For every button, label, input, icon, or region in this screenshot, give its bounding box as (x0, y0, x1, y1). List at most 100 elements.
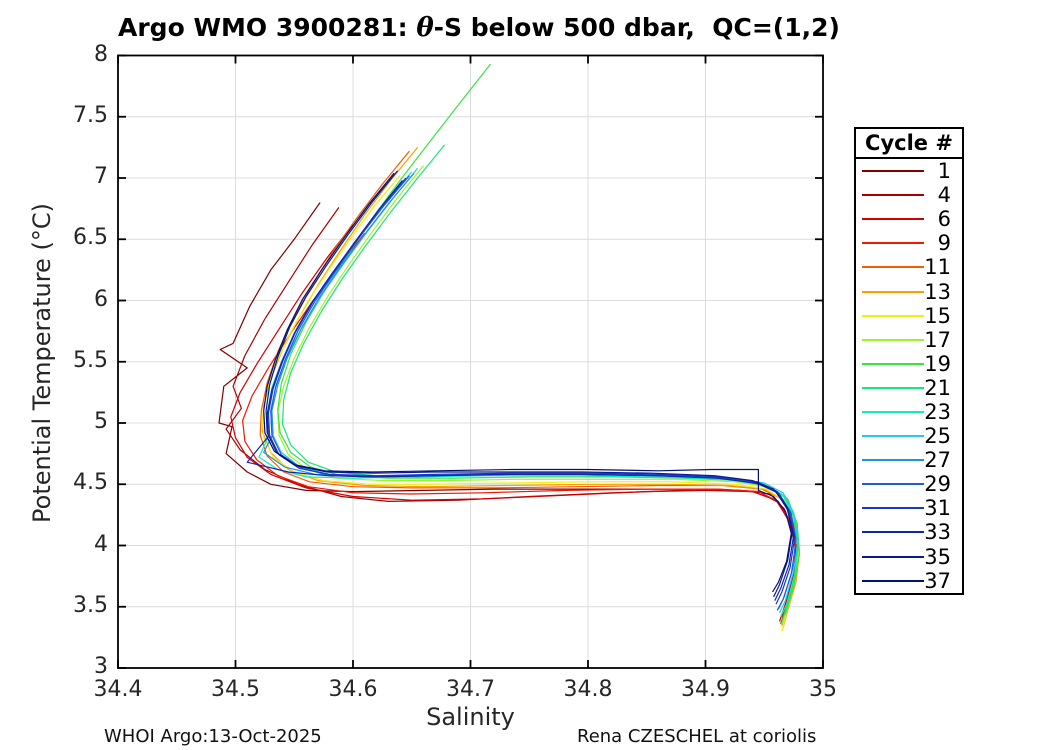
legend-entry-label: 19 (924, 351, 951, 376)
legend-entry-cycle-4: 4 (856, 183, 962, 207)
y-tick-label-4.5: 4.5 (73, 470, 108, 496)
chart-title: Argo WMO 3900281: θ-S below 500 dbar, QC… (118, 13, 840, 43)
legend-entry-label: 17 (924, 327, 951, 352)
legend-entry-label: 23 (924, 399, 951, 424)
legend-line-sample (862, 435, 924, 438)
series-line-cycle-9 (242, 232, 798, 625)
y-axis-label: Potential Temperature (°C) (28, 203, 56, 523)
legend-entry-cycle-15: 15 (856, 304, 962, 328)
legend-entry-cycle-17: 17 (856, 328, 962, 352)
x-tick-label-34.5: 34.5 (211, 677, 260, 702)
x-tick-label-34.8: 34.8 (563, 677, 613, 702)
legend-box: Cycle # 1 4 6 9 11 13 15 17 19 21 23 25 27 29 31 33 35 37 (854, 127, 964, 595)
x-axis-label: Salinity (426, 703, 515, 731)
legend-line-sample (862, 338, 924, 341)
legend-entry-cycle-37: 37 (856, 569, 962, 593)
legend-entry-label: 33 (924, 520, 951, 545)
legend-entry-label: 37 (924, 568, 951, 593)
legend-title: Cycle # (856, 129, 962, 159)
legend-entries: 1 4 6 9 11 13 15 17 19 21 23 25 27 29 31 33 35 37 (856, 159, 962, 593)
x-tick-label-34.6: 34.6 (328, 677, 378, 702)
legend-entry-cycle-25: 25 (856, 424, 962, 448)
legend-line-sample (862, 531, 924, 534)
legend-entry-cycle-33: 33 (856, 520, 962, 544)
legend-entry-cycle-19: 19 (856, 352, 962, 376)
series-line-cycle-25 (270, 167, 799, 614)
legend-entry-cycle-27: 27 (856, 448, 962, 472)
legend-entry-label: 35 (924, 544, 951, 569)
legend-entry-label: 1 (937, 159, 951, 184)
series-line-cycle-33 (246, 180, 795, 601)
series-line-cycle-19 (277, 63, 801, 615)
legend-line-sample (862, 459, 924, 462)
legend-line-sample (862, 194, 924, 197)
x-tick-label-34.9: 34.9 (681, 677, 730, 702)
x-tick-label-35: 35 (809, 677, 837, 702)
series-line-cycle-11 (259, 150, 799, 626)
legend-entry-label: 29 (924, 472, 951, 497)
theta-symbol: θ (416, 13, 434, 43)
legend-entry-cycle-9: 9 (856, 231, 962, 255)
legend-line-sample (862, 483, 924, 486)
axes-frame (117, 54, 824, 669)
series-line-cycle-4 (225, 207, 797, 617)
legend-entry-cycle-31: 31 (856, 496, 962, 520)
y-tick-label-6: 6 (94, 286, 108, 312)
legend-entry-cycle-23: 23 (856, 400, 962, 424)
legend-line-sample (862, 410, 924, 413)
legend-line-sample (862, 242, 924, 245)
legend-entry-cycle-13: 13 (856, 279, 962, 304)
x-tick-label-34.4: 34.4 (93, 677, 143, 702)
series-line-cycle-23 (258, 171, 799, 617)
y-tick-label-7.5: 7.5 (73, 102, 108, 128)
y-tick-label-3: 3 (94, 654, 108, 679)
legend-entry-label: 31 (924, 496, 951, 521)
y-tick-label-4: 4 (94, 531, 108, 557)
legend-entry-label: 9 (937, 231, 951, 256)
series-line-cycle-13 (261, 147, 801, 628)
x-tick-label-34.7: 34.7 (446, 677, 495, 702)
legend-entry-cycle-21: 21 (856, 376, 962, 400)
series-line-cycle-15 (261, 175, 799, 632)
series-line-cycle-31 (267, 177, 796, 605)
legend-entry-label: 21 (924, 375, 951, 400)
footer-source-text: WHOI Argo:13-Oct-2025 (104, 726, 322, 747)
legend-entry-label: 4 (937, 183, 951, 208)
series-lines (218, 63, 801, 632)
series-line-cycle-17 (277, 165, 801, 627)
legend-line-sample (862, 579, 924, 582)
legend-line-sample (862, 314, 924, 317)
footer-credit-text: Rena CZESCHEL at coriolis (577, 726, 817, 747)
legend-entry-label: 25 (924, 424, 951, 449)
series-line-cycle-1 (218, 202, 797, 610)
legend-entry-cycle-35: 35 (856, 545, 962, 569)
legend-entry-cycle-29: 29 (856, 472, 962, 496)
legend-entry-cycle-1: 1 (856, 159, 962, 183)
legend-entry-cycle-6: 6 (856, 207, 962, 231)
legend-line-sample (862, 266, 924, 269)
legend-entry-label: 11 (924, 255, 951, 280)
legend-line-sample (862, 290, 924, 293)
legend-line-sample (862, 170, 924, 173)
legend-line-sample (862, 218, 924, 221)
chart-title-prefix: Argo WMO 3900281: (118, 13, 417, 42)
legend-entry-cycle-11: 11 (856, 255, 962, 279)
y-tick-label-6.5: 6.5 (73, 225, 108, 251)
legend-entry-label: 27 (924, 448, 951, 473)
y-tick-label-3.5: 3.5 (73, 592, 108, 618)
legend-line-sample (862, 555, 924, 558)
y-tick-label-8: 8 (94, 41, 108, 67)
legend-entry-label: 13 (924, 279, 951, 304)
legend-entry-label: 15 (924, 303, 951, 328)
y-tick-label-5.5: 5.5 (73, 347, 108, 373)
legend-line-sample (862, 386, 924, 389)
series-line-cycle-35 (265, 170, 794, 598)
legend-line-sample (862, 507, 924, 510)
y-tick-label-5: 5 (94, 409, 108, 434)
chart-title-suffix: -S below 500 dbar, QC=(1,2) (433, 13, 840, 42)
y-tick-label-7: 7 (94, 164, 108, 189)
legend-entry-label: 6 (937, 207, 951, 232)
series-line-cycle-21 (281, 144, 799, 622)
